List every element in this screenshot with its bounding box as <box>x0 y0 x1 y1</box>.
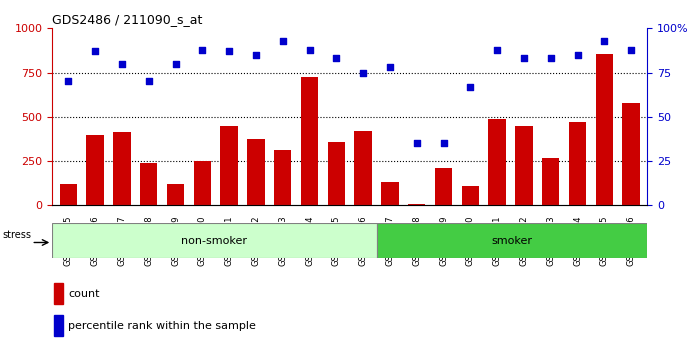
Bar <box>408 204 425 205</box>
Text: stress: stress <box>3 230 31 240</box>
Point <box>223 48 235 54</box>
Bar <box>622 103 640 205</box>
Bar <box>221 126 238 205</box>
Point <box>384 64 395 70</box>
Bar <box>542 158 560 205</box>
Point <box>438 141 449 146</box>
Point <box>358 70 369 75</box>
Bar <box>461 186 479 205</box>
Text: count: count <box>68 289 100 299</box>
Bar <box>167 184 184 205</box>
Text: GDS2486 / 211090_s_at: GDS2486 / 211090_s_at <box>52 13 203 26</box>
Bar <box>274 150 292 205</box>
Bar <box>193 161 211 205</box>
Bar <box>354 131 372 205</box>
Bar <box>377 223 647 258</box>
Point <box>143 79 155 84</box>
Point <box>465 84 476 90</box>
Bar <box>569 122 586 205</box>
Bar <box>489 119 506 205</box>
Bar <box>86 135 104 205</box>
Bar <box>435 168 452 205</box>
Point <box>545 56 556 61</box>
Bar <box>328 143 345 205</box>
Bar <box>60 184 77 205</box>
Point <box>170 61 181 67</box>
Text: non-smoker: non-smoker <box>182 236 248 246</box>
Bar <box>52 223 377 258</box>
Bar <box>596 54 613 205</box>
Point <box>90 48 101 54</box>
Point <box>519 56 530 61</box>
Bar <box>247 139 264 205</box>
Bar <box>515 126 532 205</box>
Bar <box>301 77 318 205</box>
Point <box>63 79 74 84</box>
Point <box>277 38 288 44</box>
Bar <box>113 132 131 205</box>
Point <box>411 141 422 146</box>
Point <box>251 52 262 58</box>
Point <box>331 56 342 61</box>
Text: smoker: smoker <box>491 236 532 246</box>
Point <box>197 47 208 52</box>
Bar <box>381 182 399 205</box>
Text: percentile rank within the sample: percentile rank within the sample <box>68 321 256 331</box>
Bar <box>54 315 63 336</box>
Point <box>304 47 315 52</box>
Bar <box>140 163 157 205</box>
Point <box>599 38 610 44</box>
Point <box>626 47 637 52</box>
Point <box>572 52 583 58</box>
Point <box>491 47 503 52</box>
Bar <box>54 283 63 304</box>
Point <box>116 61 127 67</box>
